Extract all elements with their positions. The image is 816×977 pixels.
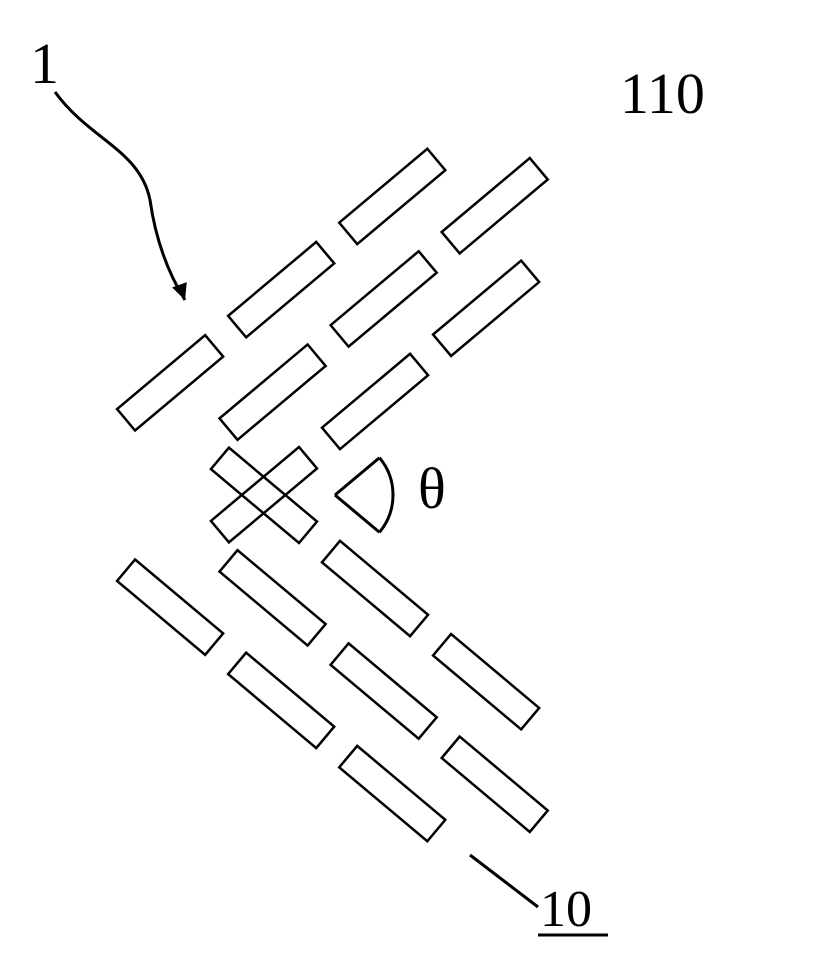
angle-arc bbox=[379, 458, 393, 533]
segment-rect bbox=[442, 737, 548, 832]
angle-side-lower bbox=[335, 495, 379, 532]
segment-rect bbox=[220, 344, 326, 439]
segment-rect bbox=[228, 242, 334, 337]
label-1: 1 bbox=[30, 30, 59, 97]
segment-rect bbox=[331, 251, 437, 346]
segment-rect bbox=[339, 149, 445, 244]
leader-line-10 bbox=[470, 855, 538, 907]
pointer-arrow-curve bbox=[55, 92, 185, 300]
angle-side-upper bbox=[335, 458, 379, 495]
segment-rect bbox=[442, 158, 548, 253]
segment-rect bbox=[331, 643, 437, 738]
label-110: 110 bbox=[620, 60, 705, 127]
segment-rect bbox=[211, 448, 317, 543]
segment-rect bbox=[433, 261, 539, 356]
label-10: 10 bbox=[540, 880, 592, 939]
segment-rect bbox=[322, 354, 428, 449]
segment-rect bbox=[117, 335, 223, 430]
segment-rect bbox=[339, 746, 445, 841]
pointer-arrow-head bbox=[172, 282, 187, 300]
segment-rect bbox=[322, 541, 428, 636]
segment-rect bbox=[220, 550, 326, 645]
segment-rect bbox=[433, 634, 539, 729]
segment-rect bbox=[228, 653, 334, 748]
segment-rect bbox=[117, 559, 223, 654]
segment-rect bbox=[211, 447, 317, 542]
label-theta: θ bbox=[418, 455, 446, 522]
